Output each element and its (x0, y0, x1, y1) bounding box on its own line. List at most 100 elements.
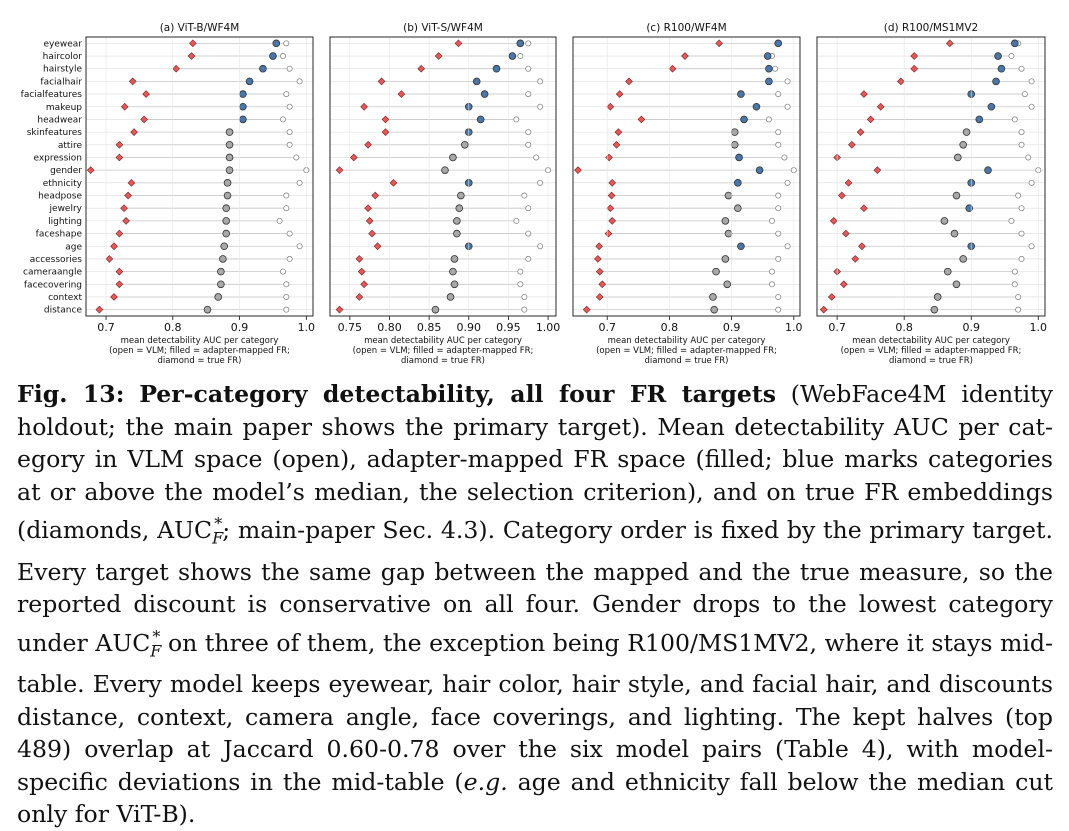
vlm-point (775, 230, 782, 237)
x-tick-label: 0.95 (496, 321, 521, 334)
vlm-point (286, 129, 293, 136)
true-fr-point (858, 242, 866, 251)
x-tick-label: 0.9 (231, 321, 249, 334)
vlm-point (283, 293, 290, 300)
vlm-point (296, 78, 303, 85)
fr-mapped-point (765, 77, 773, 86)
fr-mapped-point (480, 90, 489, 98)
category-label: distance (44, 306, 83, 316)
x-axis-label: (open = VLM; filled = adapter-mapped FR; (109, 346, 290, 356)
vlm-point (286, 103, 293, 110)
x-axis-label: mean detectability AUC per category (608, 336, 766, 346)
vlm-point (1028, 243, 1035, 250)
caption-body-3: on three of them, the exception being R1… (17, 628, 1053, 796)
category-label: lighting (48, 217, 82, 227)
vlm-point (525, 40, 532, 47)
true-fr-point (612, 140, 621, 149)
fr-mapped-point (723, 280, 732, 289)
true-fr-point (172, 64, 180, 73)
fr-mapped-point (721, 217, 730, 225)
category-label: facialhair (40, 77, 82, 87)
fr-mapped-point (737, 242, 745, 251)
true-fr-point (837, 191, 846, 200)
x-axis-label: diamond = true FR) (157, 356, 241, 366)
true-fr-point (368, 229, 376, 238)
vlm-point (537, 243, 544, 250)
fr-mapped-point (214, 293, 222, 301)
fr-mapped-point (203, 305, 212, 314)
vlm-point (1018, 65, 1025, 72)
caption-title: Per-category detectability, all four FR … (139, 380, 777, 408)
vlm-point (513, 116, 520, 123)
true-fr-point (860, 204, 868, 213)
vlm-point (1018, 230, 1025, 237)
true-fr-point (140, 115, 148, 124)
vlm-point (775, 141, 782, 148)
fr-mapped-point (933, 293, 942, 301)
fr-mapped-point (272, 39, 281, 48)
caption-sub-2: F (150, 641, 162, 661)
fr-mapped-point (450, 255, 459, 263)
vlm-point (279, 268, 286, 275)
true-fr-point (873, 166, 882, 174)
fr-mapped-point (721, 255, 730, 263)
fr-mapped-point (220, 242, 229, 251)
true-fr-point (595, 267, 604, 276)
category-label: facialfeatures (21, 90, 83, 100)
true-fr-point (122, 217, 130, 225)
true-fr-point (371, 191, 380, 200)
vlm-point (775, 255, 782, 262)
fr-mapped-point (461, 140, 469, 149)
true-fr-point (105, 255, 114, 263)
vlm-point (521, 192, 528, 199)
vlm-point (1028, 103, 1035, 110)
x-tick-label: 0.80 (377, 321, 402, 334)
true-fr-point (608, 179, 617, 187)
chart-svg: (a) ViT-B/WF4M eyewear haircolor hairstyle f… (21, 22, 1047, 366)
fr-mapped-point (239, 90, 247, 98)
true-fr-point (607, 191, 616, 200)
fr-mapped-point (239, 102, 247, 111)
panel-title: (b) ViT-S/WF4M (403, 22, 483, 34)
true-fr-point (95, 305, 104, 314)
x-tick-label: 0.75 (338, 321, 363, 334)
true-fr-point (945, 39, 954, 48)
category-label: headwear (37, 115, 82, 125)
fr-mapped-point (943, 267, 952, 276)
x-tick-label: 0.7 (598, 321, 616, 334)
vlm-point (286, 141, 293, 148)
x-axis-label: diamond = true FR) (889, 356, 973, 366)
true-fr-point (668, 64, 677, 73)
vlm-point (537, 103, 544, 110)
category-label: age (65, 242, 82, 252)
fr-mapped-point (712, 267, 720, 276)
fr-mapped-point (940, 217, 949, 225)
true-fr-point (876, 102, 885, 111)
panel-1: (a) ViT-B/WF4M eyewear haircolor hairstyle f… (21, 22, 315, 366)
fr-mapped-point (453, 217, 461, 225)
true-fr-point (115, 140, 124, 149)
fr-mapped-point (508, 52, 517, 60)
vlm-point (517, 268, 524, 275)
vlm-point (775, 205, 782, 212)
fr-mapped-point (441, 166, 449, 174)
fr-mapped-point (223, 191, 232, 200)
fr-mapped-point (453, 229, 461, 238)
true-fr-point (582, 305, 591, 314)
fr-mapped-point (952, 191, 961, 200)
fr-mapped-point (225, 140, 234, 149)
fr-mapped-point (259, 64, 267, 73)
x-axis-label: mean detectability AUC per category (364, 336, 522, 346)
vlm-point (537, 78, 544, 85)
vlm-point (283, 91, 290, 98)
panel-title: (a) ViT-B/WF4M (160, 22, 240, 34)
vlm-point (1018, 141, 1025, 148)
true-fr-point (377, 77, 386, 86)
fr-mapped-point (734, 179, 742, 187)
x-axis-label: (open = VLM; filled = adapter-mapped FR; (353, 346, 534, 356)
x-tick-label: 0.9 (962, 321, 980, 334)
vlm-point (1015, 306, 1022, 313)
true-fr-point (335, 305, 344, 314)
true-fr-point (110, 242, 118, 251)
category-label: eyewear (43, 39, 82, 49)
